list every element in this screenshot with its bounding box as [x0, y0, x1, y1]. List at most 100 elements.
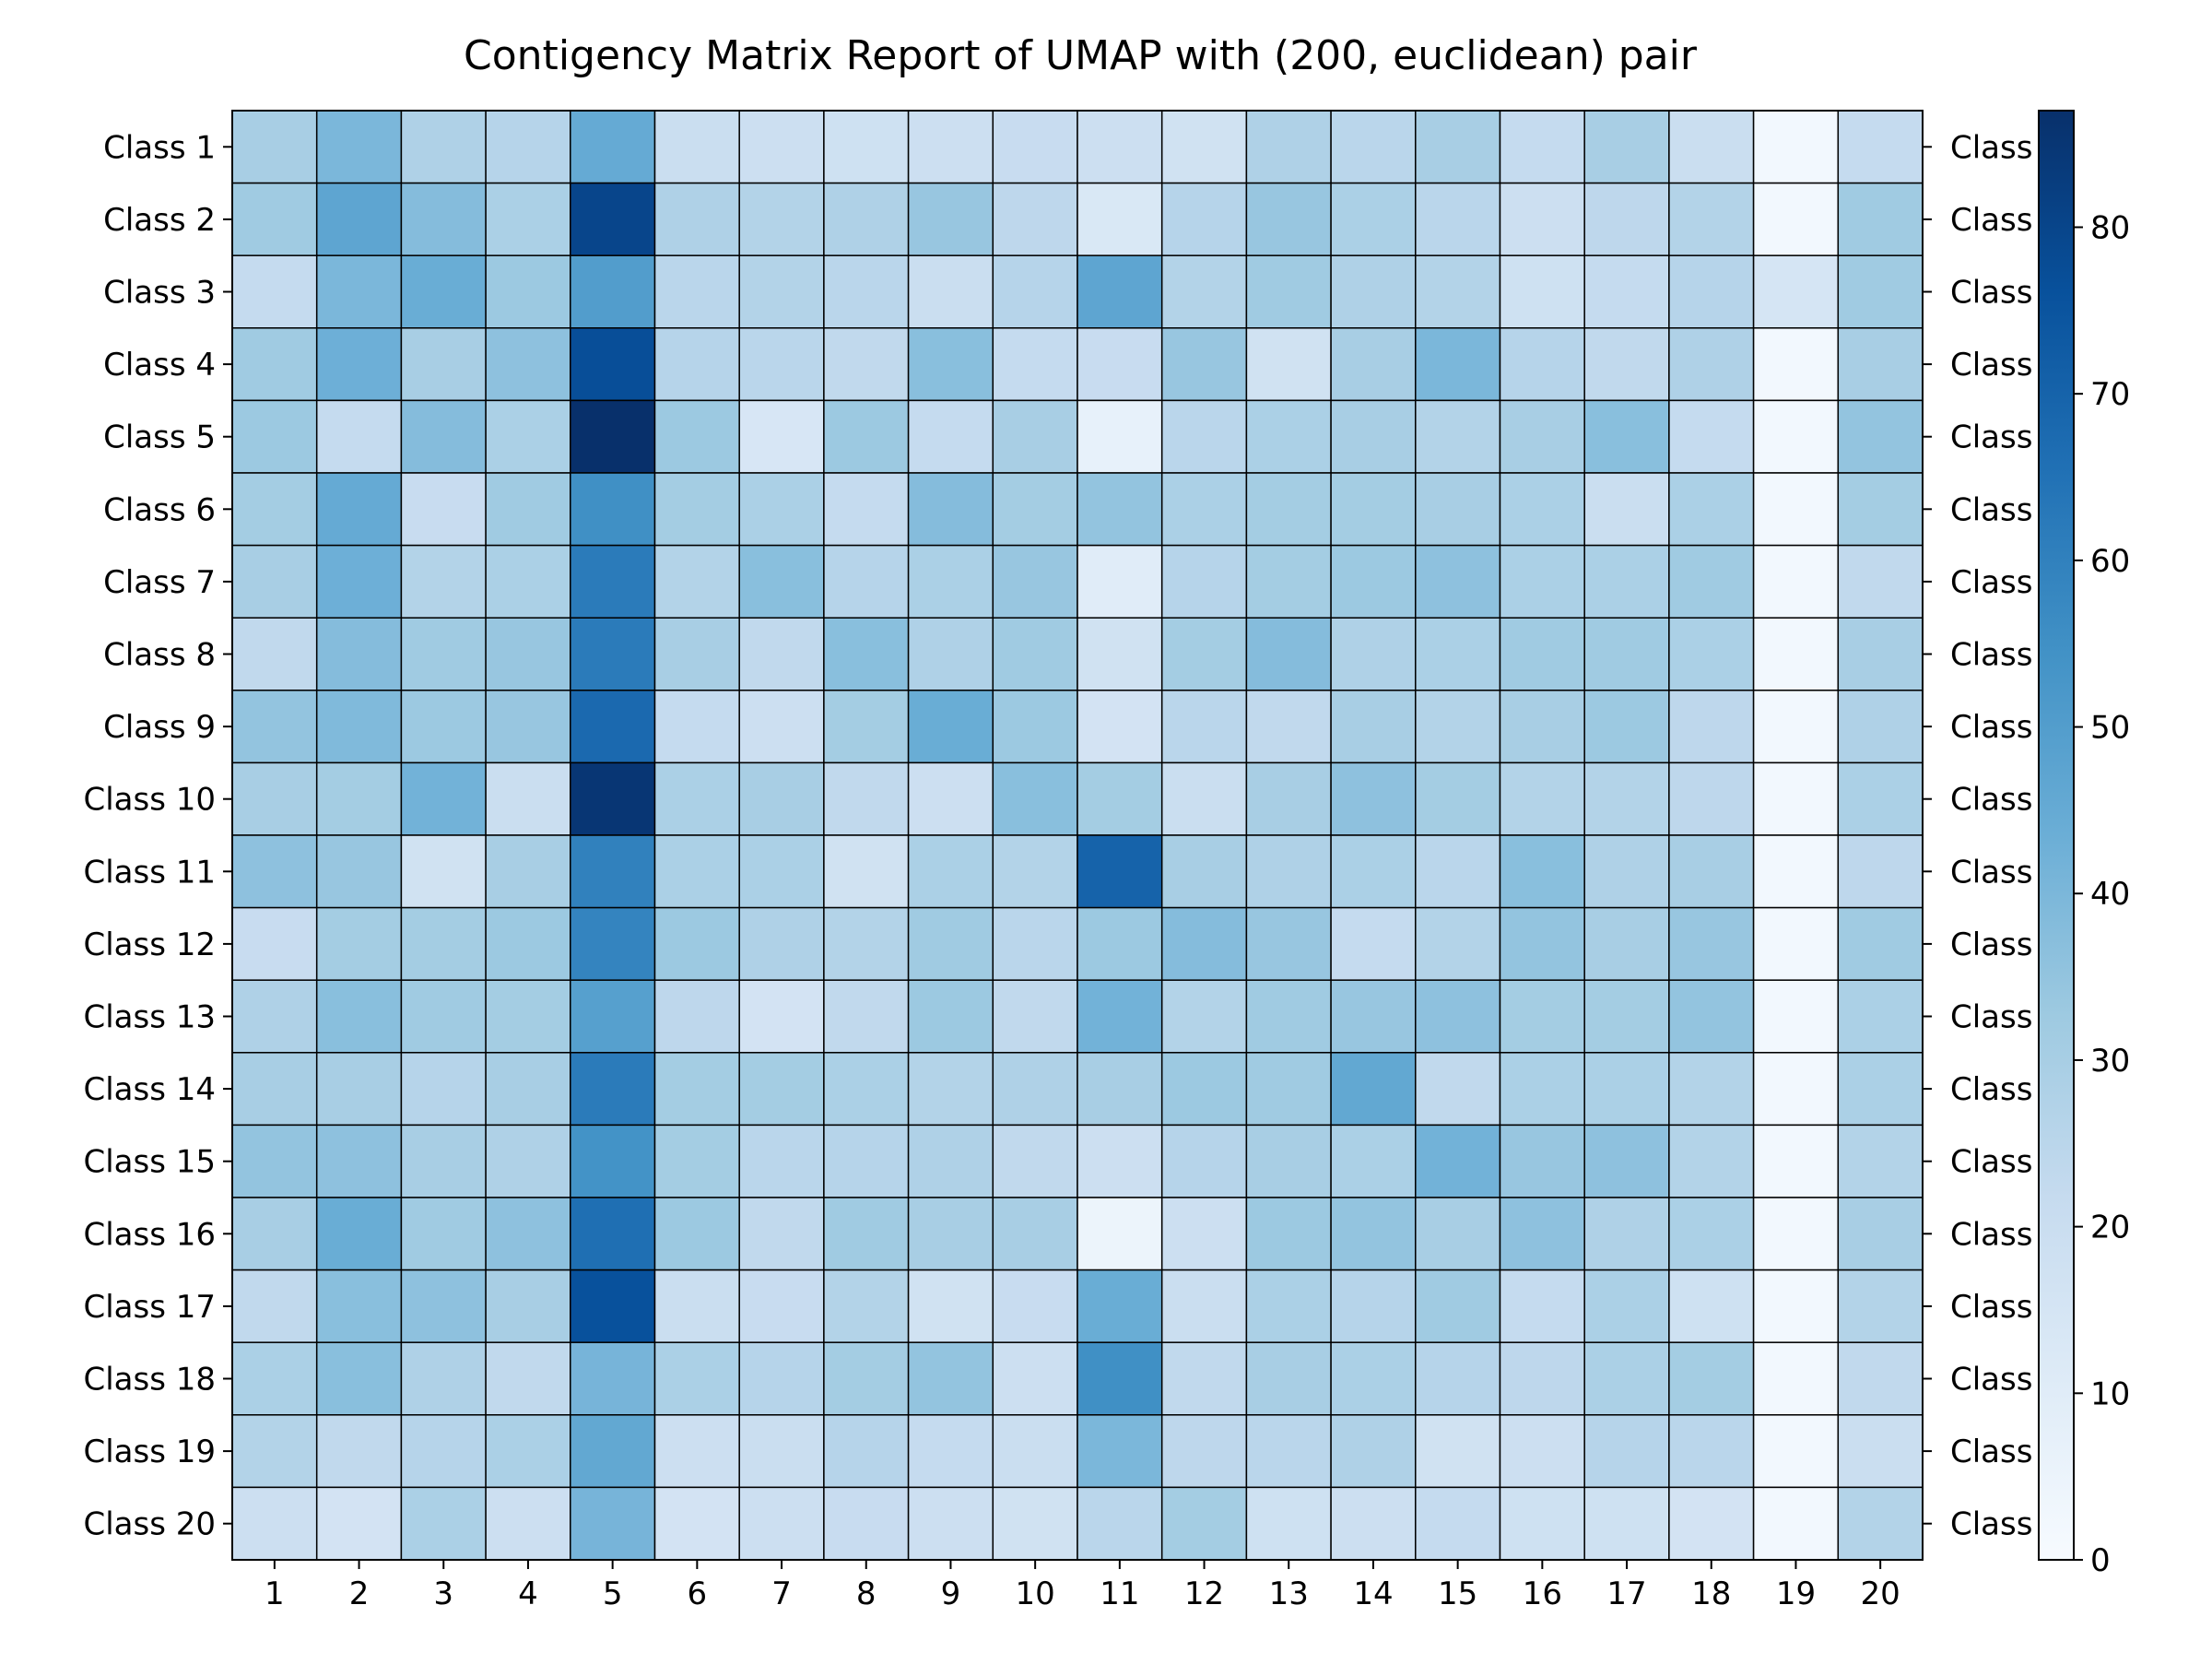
- heatmap-cell: [570, 110, 656, 184]
- heatmap-cell: [1077, 399, 1163, 474]
- heatmap-cell: [992, 327, 1078, 402]
- heatmap-cell: [1415, 1486, 1501, 1561]
- column-label: 9: [941, 1575, 961, 1612]
- heatmap-cell: [823, 1341, 910, 1416]
- heatmap-cell: [1837, 327, 1924, 402]
- right-row-label: Class: [1950, 129, 2032, 166]
- heatmap-cell: [315, 690, 403, 764]
- heatmap-cell: [1160, 761, 1248, 836]
- heatmap-cell: [1245, 254, 1332, 329]
- row-label: Class 16: [83, 1216, 216, 1253]
- heatmap-cell: [1160, 544, 1248, 619]
- right-row-label: Class: [1950, 564, 2032, 601]
- heatmap-cell: [1583, 906, 1670, 981]
- heatmap-cell: [1160, 399, 1248, 474]
- heatmap-cell: [231, 1269, 318, 1343]
- heatmap-cell: [992, 690, 1078, 764]
- heatmap-cell: [231, 110, 318, 184]
- heatmap-cell: [1837, 690, 1924, 764]
- heatmap-cell: [1415, 327, 1501, 402]
- heatmap-cell: [570, 761, 656, 836]
- heatmap-cell: [1245, 1052, 1332, 1127]
- heatmap-cell: [1330, 1197, 1417, 1271]
- heatmap-cell: [1668, 254, 1755, 329]
- heatmap-cell: [1330, 472, 1417, 547]
- heatmap-cell: [653, 617, 740, 691]
- heatmap-cell: [485, 399, 571, 474]
- heatmap-cell: [1077, 761, 1163, 836]
- heatmap-cell: [992, 834, 1078, 909]
- heatmap-cell: [1330, 617, 1417, 691]
- heatmap-cell: [570, 1486, 656, 1561]
- heatmap-cell: [570, 327, 656, 402]
- heatmap-cell: [1330, 690, 1417, 764]
- heatmap-cell: [231, 182, 318, 256]
- heatmap-cell: [1752, 1124, 1840, 1198]
- heatmap-cell: [400, 617, 487, 691]
- heatmap-cell: [992, 1269, 1078, 1343]
- heatmap-cell: [1583, 834, 1670, 909]
- heatmap-cell: [1668, 1269, 1755, 1343]
- heatmap-cell: [1330, 761, 1417, 836]
- heatmap-cell: [738, 254, 825, 329]
- heatmap-cell: [231, 254, 318, 329]
- column-label: 19: [1776, 1575, 1816, 1612]
- heatmap-cell: [485, 1124, 571, 1198]
- heatmap-cell: [1415, 690, 1501, 764]
- heatmap-cell: [485, 327, 571, 402]
- heatmap-cell: [1160, 1341, 1248, 1416]
- column-label: 16: [1523, 1575, 1562, 1612]
- heatmap-cell: [1077, 1269, 1163, 1343]
- right-row-label: Class: [1950, 854, 2032, 891]
- column-label: 7: [771, 1575, 792, 1612]
- heatmap-cell: [1837, 979, 1924, 1054]
- heatmap-cell: [1752, 1197, 1840, 1271]
- heatmap-cell: [1077, 110, 1163, 184]
- heatmap-cell: [907, 1269, 994, 1343]
- right-row-label: Class: [1950, 1071, 2032, 1108]
- row-label: Class 2: [103, 202, 216, 239]
- heatmap-cell: [738, 1414, 825, 1489]
- heatmap-cell: [315, 1269, 403, 1343]
- heatmap-cell: [1668, 1341, 1755, 1416]
- heatmap-cell: [315, 327, 403, 402]
- heatmap-cell: [653, 834, 740, 909]
- colorbar-tick-label: 10: [2090, 1375, 2130, 1412]
- column-labels: 1 2 3 4 5 6 7 8 9 10 11 12 13 14 15 16 17 18 19 20: [265, 1560, 1900, 1612]
- heatmap-cell: [1668, 1197, 1755, 1271]
- heatmap-cell: [1583, 544, 1670, 619]
- column-label: 20: [1861, 1575, 1900, 1612]
- heatmap-cell: [1330, 254, 1417, 329]
- heatmap-cell: [570, 472, 656, 547]
- heatmap-cell: [400, 399, 487, 474]
- right-row-label: Class: [1950, 1362, 2032, 1398]
- heatmap-cell: [992, 1124, 1078, 1198]
- heatmap-cell: [400, 472, 487, 547]
- heatmap-cell: [1837, 761, 1924, 836]
- heatmap-cell: [823, 617, 910, 691]
- column-label: 13: [1269, 1575, 1309, 1612]
- heatmap-cell: [907, 1197, 994, 1271]
- heatmap-cell: [1415, 182, 1501, 256]
- heatmap-cell: [1160, 1486, 1248, 1561]
- heatmap-cell: [907, 834, 994, 909]
- heatmap-cell: [570, 906, 656, 981]
- heatmap-cell: [992, 979, 1078, 1054]
- heatmap-cell: [1668, 761, 1755, 836]
- heatmap-cell: [653, 1341, 740, 1416]
- row-label: Class 15: [83, 1144, 216, 1181]
- row-labels: Class 1 Class 2 Class 3 Class 4 Class 5 Class…: [83, 129, 232, 1543]
- heatmap-cell: [738, 327, 825, 402]
- heatmap-cell: [570, 1341, 656, 1416]
- heatmap-cell: [653, 110, 740, 184]
- heatmap-cell: [1330, 979, 1417, 1054]
- column-label: 15: [1438, 1575, 1477, 1612]
- heatmap-cell: [231, 1197, 318, 1271]
- heatmap-cell: [823, 1414, 910, 1489]
- colorbar-tick-label: 50: [2090, 710, 2130, 747]
- heatmap-cell: [1330, 1269, 1417, 1343]
- colorbar-gradient: [2038, 110, 2075, 1561]
- heatmap-cell: [1837, 1269, 1924, 1343]
- right-row-label: Class: [1950, 347, 2032, 384]
- heatmap-cell: [653, 906, 740, 981]
